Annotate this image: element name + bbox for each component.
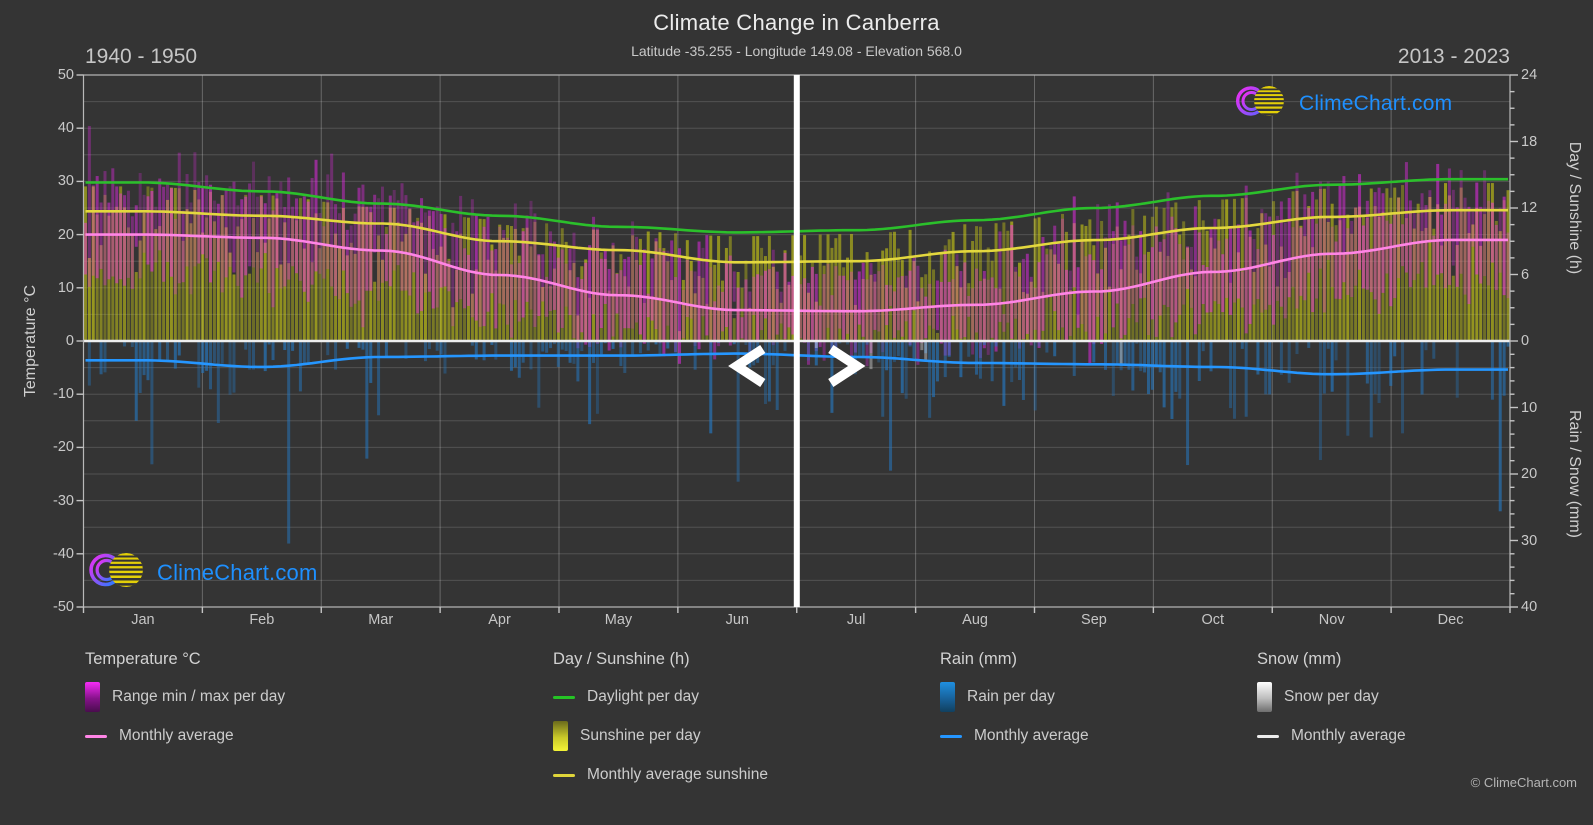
sunshine-axis-tick-label: 6 bbox=[1521, 266, 1530, 283]
rain-axis-tick-label: 20 bbox=[1521, 466, 1538, 482]
x-axis-month-label: Dec bbox=[1437, 612, 1464, 628]
legend-title: Temperature °C bbox=[85, 650, 201, 668]
temp-range-swatch bbox=[85, 682, 100, 712]
legend-item-rain-monthly-average: Monthly average bbox=[940, 721, 1089, 751]
period-label-left: 1940 - 1950 bbox=[85, 45, 198, 68]
y-axis-tick-label: 40 bbox=[57, 120, 74, 137]
x-axis-month-label: Nov bbox=[1318, 612, 1345, 628]
legend-title: Rain (mm) bbox=[940, 650, 1017, 668]
temp-average-line-swatch bbox=[85, 734, 107, 738]
climechart-logo-top: ClimeChart.com bbox=[1232, 84, 1452, 123]
y-axis-tick-label: -30 bbox=[53, 492, 74, 509]
sunshine-swatch bbox=[553, 721, 568, 751]
snow-swatch bbox=[1257, 682, 1272, 712]
x-axis-month-label: Oct bbox=[1201, 612, 1225, 628]
x-axis-month-label: Jan bbox=[131, 612, 155, 628]
legend-item-sunshine-per-day: Sunshine per day bbox=[553, 721, 768, 751]
y-axis-tick-label: 0 bbox=[65, 333, 74, 349]
climechart-logo-text: ClimeChart.com bbox=[1299, 91, 1453, 115]
climechart-logo-icon bbox=[86, 551, 150, 594]
y-axis-tick-label: -10 bbox=[53, 386, 74, 403]
legend-item-snow-per-day: Snow per day bbox=[1257, 682, 1406, 712]
legend-item-snow-monthly-average: Monthly average bbox=[1257, 721, 1406, 751]
climechart-logo-bottom: ClimeChart.com bbox=[86, 551, 318, 594]
x-axis-month-label: Jul bbox=[846, 612, 866, 628]
x-axis-month-label: Apr bbox=[488, 612, 511, 628]
sunshine-axis-tick-label: 12 bbox=[1521, 200, 1538, 216]
y-axis-tick-label: -50 bbox=[53, 599, 74, 615]
copyright-notice: © ClimeChart.com bbox=[1470, 775, 1577, 790]
rain-swatch bbox=[940, 682, 955, 712]
legend-group-rain: Rain (mm) Rain per day Monthly average bbox=[940, 650, 1089, 760]
divider-arrow-right-icon bbox=[828, 345, 866, 387]
climechart-logo-text: ClimeChart.com bbox=[157, 559, 318, 585]
legend-item-temp-monthly-average: Monthly average bbox=[85, 721, 285, 751]
legend-item-monthly-average-sunshine: Monthly average sunshine bbox=[553, 760, 768, 790]
period-divider-handle[interactable] bbox=[728, 75, 866, 607]
sunshine-axis-tick-label: 18 bbox=[1521, 133, 1538, 150]
y-axis-tick-label: -40 bbox=[53, 545, 74, 562]
y-axis-title-day-sunshine: Day / Sunshine (h) bbox=[1566, 141, 1583, 275]
legend-group-snow: Snow (mm) Snow per day Monthly average bbox=[1257, 650, 1406, 760]
daylight-line-swatch bbox=[553, 695, 575, 699]
y-axis-tick-label: 10 bbox=[57, 279, 74, 296]
sunshine-average-line-swatch bbox=[553, 773, 575, 777]
legend-title: Snow (mm) bbox=[1257, 650, 1342, 668]
rain-axis-tick-label: 40 bbox=[1521, 599, 1538, 615]
rain-axis-tick-label: 30 bbox=[1521, 532, 1538, 549]
rain-axis-tick-label: 10 bbox=[1521, 399, 1538, 416]
legend-group-day-sunshine: Day / Sunshine (h) Daylight per day Suns… bbox=[553, 650, 768, 799]
x-axis-month-label: Aug bbox=[962, 612, 988, 628]
climechart-logo-icon bbox=[1232, 84, 1292, 123]
divider-arrow-left-icon bbox=[728, 345, 766, 387]
x-axis-month-label: May bbox=[604, 612, 633, 628]
legend-title: Day / Sunshine (h) bbox=[553, 650, 690, 668]
x-axis-month-label: Jun bbox=[725, 612, 749, 628]
y-axis-tick-label: -20 bbox=[53, 439, 74, 456]
sunshine-axis-tick-label: 0 bbox=[1521, 333, 1530, 349]
legend-item-rain-per-day: Rain per day bbox=[940, 682, 1089, 712]
legend-group-temperature: Temperature °C Range min / max per day M… bbox=[85, 650, 285, 760]
legend-item-daylight: Daylight per day bbox=[553, 682, 768, 712]
sunshine-axis-tick-label: 24 bbox=[1521, 67, 1538, 83]
y-axis-title-rain-snow: Rain / Snow (mm) bbox=[1566, 409, 1583, 539]
period-label-right: 2013 - 2023 bbox=[1397, 45, 1510, 68]
snow-average-line-swatch bbox=[1257, 734, 1279, 738]
y-axis-tick-label: 30 bbox=[57, 173, 74, 190]
y-axis-tick-label: 50 bbox=[57, 67, 74, 83]
y-axis-tick-label: 20 bbox=[57, 226, 74, 243]
x-axis-month-label: Feb bbox=[249, 612, 275, 628]
page-title: Climate Change in Canberra bbox=[653, 10, 940, 35]
page-subtitle: Latitude -35.255 - Longitude 149.08 - El… bbox=[631, 43, 962, 59]
legend-item-temp-range: Range min / max per day bbox=[85, 682, 285, 712]
rain-average-line-swatch bbox=[940, 734, 962, 738]
x-axis-month-label: Mar bbox=[368, 612, 394, 628]
x-axis-month-label: Sep bbox=[1081, 612, 1107, 628]
